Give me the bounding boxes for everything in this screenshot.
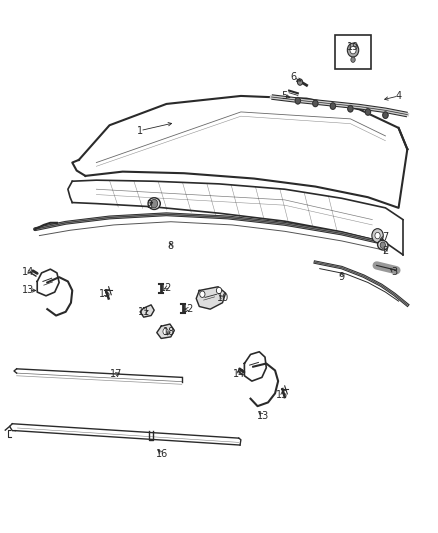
Circle shape bbox=[380, 242, 385, 248]
FancyBboxPatch shape bbox=[335, 35, 371, 69]
Circle shape bbox=[163, 328, 168, 335]
Text: 9: 9 bbox=[339, 272, 345, 282]
Polygon shape bbox=[196, 287, 226, 309]
Text: 13: 13 bbox=[257, 411, 269, 421]
Text: 10: 10 bbox=[217, 294, 230, 303]
Circle shape bbox=[383, 112, 388, 118]
Polygon shape bbox=[140, 305, 154, 317]
Circle shape bbox=[350, 46, 356, 54]
Circle shape bbox=[216, 287, 222, 294]
Polygon shape bbox=[157, 324, 174, 338]
Text: 18: 18 bbox=[162, 327, 175, 336]
Text: 19: 19 bbox=[346, 42, 359, 52]
Text: 16: 16 bbox=[156, 449, 168, 459]
Circle shape bbox=[347, 43, 359, 57]
Text: 2: 2 bbox=[146, 200, 152, 210]
Circle shape bbox=[375, 232, 380, 239]
Text: 15: 15 bbox=[99, 289, 111, 299]
Text: 6: 6 bbox=[290, 72, 297, 82]
Ellipse shape bbox=[148, 198, 160, 209]
Circle shape bbox=[330, 103, 336, 109]
Text: 11: 11 bbox=[138, 307, 151, 317]
Text: 2: 2 bbox=[382, 246, 389, 255]
Text: 13: 13 bbox=[22, 286, 35, 295]
Text: 17: 17 bbox=[110, 369, 122, 379]
Circle shape bbox=[372, 229, 383, 243]
Circle shape bbox=[351, 57, 355, 62]
Text: 7: 7 bbox=[382, 232, 389, 242]
Text: 5: 5 bbox=[282, 91, 288, 101]
Circle shape bbox=[200, 291, 205, 297]
Text: 15: 15 bbox=[276, 391, 289, 400]
Ellipse shape bbox=[378, 240, 388, 250]
Text: 3: 3 bbox=[391, 267, 397, 277]
Text: 4: 4 bbox=[396, 91, 402, 101]
Circle shape bbox=[313, 100, 318, 107]
Circle shape bbox=[295, 98, 300, 104]
Text: 1: 1 bbox=[137, 126, 143, 135]
Text: 14: 14 bbox=[233, 369, 245, 379]
Circle shape bbox=[365, 109, 371, 115]
Text: 12: 12 bbox=[160, 283, 173, 293]
Text: 8: 8 bbox=[168, 241, 174, 251]
Circle shape bbox=[348, 106, 353, 112]
Text: 14: 14 bbox=[22, 267, 35, 277]
Circle shape bbox=[297, 79, 303, 85]
Circle shape bbox=[151, 199, 158, 208]
Text: 12: 12 bbox=[182, 304, 194, 314]
